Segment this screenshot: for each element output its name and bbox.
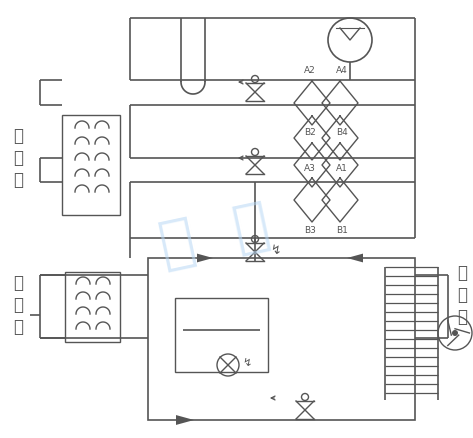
- Text: 热
水
侧: 热 水 侧: [13, 127, 23, 189]
- Text: A3: A3: [304, 164, 316, 173]
- Circle shape: [452, 330, 458, 336]
- Text: ↯: ↯: [242, 358, 251, 368]
- Text: B2: B2: [304, 128, 316, 137]
- Text: 热
源
侧: 热 源 侧: [457, 264, 467, 326]
- Text: B3: B3: [304, 226, 316, 235]
- Text: 代  理: 代 理: [155, 196, 275, 274]
- Bar: [175, 298, 268, 372]
- Polygon shape: [347, 254, 363, 262]
- Text: B4: B4: [336, 128, 348, 137]
- Text: A4: A4: [336, 66, 348, 75]
- Text: 负
荷
侧: 负 荷 侧: [13, 274, 23, 336]
- Text: A2: A2: [304, 66, 316, 75]
- Bar: [62, 115, 120, 215]
- Polygon shape: [176, 415, 194, 425]
- Bar: [148, 258, 415, 420]
- Text: B1: B1: [336, 226, 348, 235]
- Polygon shape: [197, 254, 213, 262]
- Text: A1: A1: [336, 164, 348, 173]
- Text: ↯: ↯: [270, 244, 280, 257]
- Bar: [65, 272, 120, 342]
